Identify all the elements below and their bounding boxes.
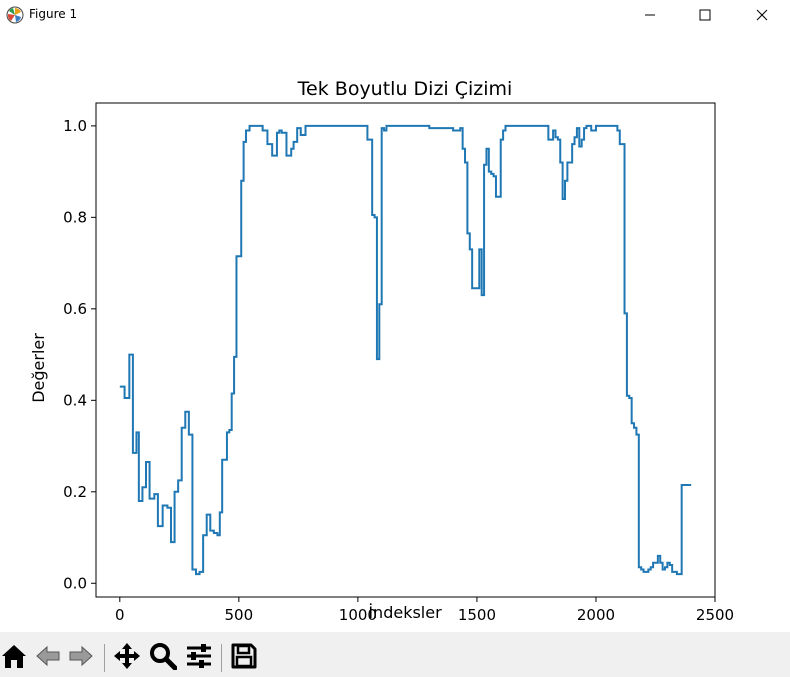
y-tick-label: 0.4 — [63, 391, 87, 409]
chart-title: Tek Boyutlu Dizi Çizimi — [297, 78, 513, 100]
x-tick-label: 0 — [115, 606, 125, 624]
minimize-button[interactable] — [627, 0, 673, 30]
series-line — [119, 124, 692, 576]
window-title: Figure 1 — [29, 7, 78, 21]
y-tick-label: 0.6 — [63, 300, 87, 318]
y-tick-label: 0.8 — [63, 208, 87, 226]
close-button[interactable] — [739, 0, 785, 30]
home-icon[interactable] — [0, 642, 28, 670]
pan-icon[interactable] — [113, 642, 141, 670]
x-tick-label: 1500 — [458, 606, 496, 624]
configure-subplots-icon[interactable] — [185, 642, 213, 670]
maximize-icon — [699, 9, 711, 21]
figure-canvas: Tek Boyutlu Dizi Çizimi 0 500 1000 1500 2000… — [0, 30, 790, 632]
x-axis-label: İndeksler — [368, 603, 442, 622]
y-tick-label: 1.0 — [63, 117, 87, 135]
forward-icon[interactable] — [67, 642, 95, 670]
x-tick-label: 500 — [225, 606, 254, 624]
zoom-icon[interactable] — [149, 642, 177, 670]
save-icon[interactable] — [230, 642, 258, 670]
minimize-icon — [645, 14, 655, 16]
maximize-button[interactable] — [682, 0, 728, 30]
x-tick-label: 2000 — [577, 606, 615, 624]
x-tick-label: 2500 — [696, 606, 734, 624]
axes-frame — [95, 102, 716, 598]
y-tick-label: 0.0 — [63, 574, 87, 592]
close-icon — [756, 9, 768, 21]
matplotlib-logo-icon — [6, 6, 24, 24]
y-tick-label: 0.2 — [63, 483, 87, 501]
y-axis-label: Değerler — [29, 333, 48, 403]
toolbar-separator — [104, 644, 105, 672]
line-chart: Tek Boyutlu Dizi Çizimi 0 500 1000 1500 2000… — [29, 78, 734, 624]
window-titlebar: Figure 1 — [0, 0, 790, 30]
back-icon[interactable] — [34, 642, 62, 670]
x-tick-label: 1000 — [339, 606, 377, 624]
toolbar-separator — [221, 644, 222, 672]
